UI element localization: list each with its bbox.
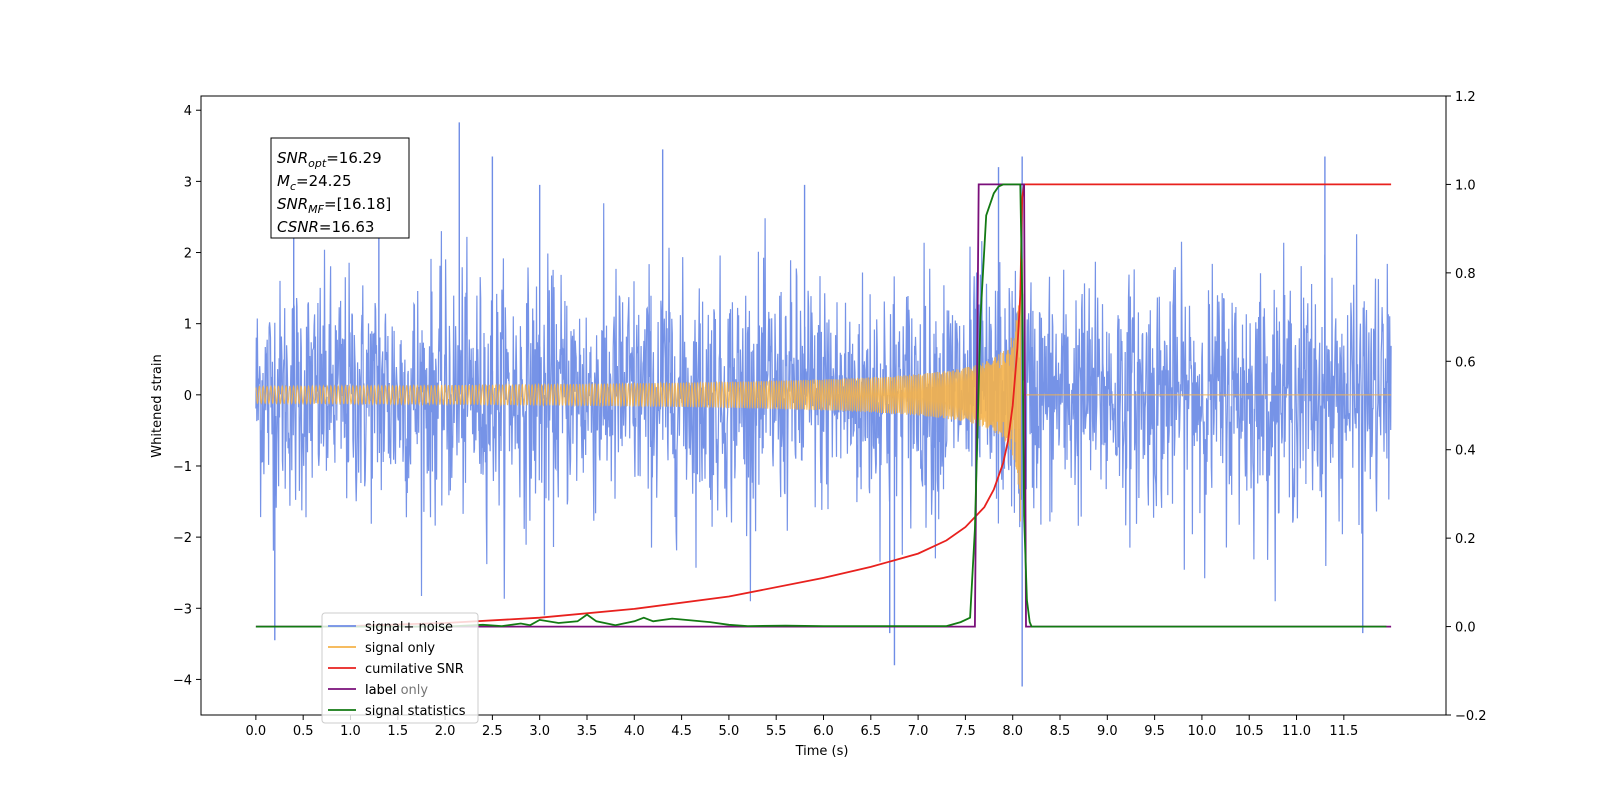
x-tick-label: 9.0 [1097, 724, 1118, 739]
legend-label: cumilative SNR [365, 662, 464, 677]
x-axis-label: Time (s) [795, 744, 849, 759]
x-tick-label: 11.0 [1282, 724, 1311, 739]
annotation-value: =[16.18] [324, 195, 391, 213]
x-tick-label: 10.5 [1235, 724, 1264, 739]
y-tick-label: −4 [173, 673, 192, 688]
y-tick-label: −1 [173, 460, 192, 475]
x-tick-label: 5.0 [719, 724, 740, 739]
y-axis-right: 1.2 1.0 0.8 0.6 0.4 0.2 0.0 −0.2 [1446, 90, 1487, 724]
x-tick-label: 1.5 [387, 724, 408, 739]
annotation-line: SNRMF=[16.18] [277, 195, 391, 216]
annotation-frame [270, 137, 410, 239]
annotation-value: =16.29 [326, 149, 382, 167]
x-tick-label: 4.0 [624, 724, 645, 739]
annotation-symbol: SNR [277, 149, 308, 167]
annotation-value: =16.63 [319, 218, 375, 236]
x-tick-label: 6.5 [860, 724, 881, 739]
x-tick-label: 1.0 [340, 724, 361, 739]
annotation-subscript: opt [308, 157, 327, 170]
annotation-symbol: M [277, 172, 290, 190]
x-tick-label: 3.5 [577, 724, 598, 739]
legend-frame [321, 612, 479, 724]
y-right-tick-label: 0.0 [1455, 621, 1476, 636]
x-tick-label: 6.0 [813, 724, 834, 739]
y-axis-left: 4 3 2 1 0 −1 −2 −3 −4 [173, 104, 201, 688]
x-tick-label: 8.5 [1050, 724, 1071, 739]
x-tick-label: 2.5 [482, 724, 503, 739]
legend-label: signal only [365, 641, 435, 656]
legend-label: signal statistics [365, 704, 466, 719]
annotation-line: CSNR=16.63 [277, 218, 374, 236]
y-right-tick-label: 0.8 [1455, 267, 1476, 282]
x-axis: 0.0 0.5 1.0 1.5 2.0 2.5 3.0 3.5 4.0 4.5 5.0 5.5 6.0 6… [246, 715, 1358, 739]
x-tick-label: 10.0 [1187, 724, 1216, 739]
annotation-line: SNRopt=16.29 [277, 149, 382, 170]
y-tick-label: 2 [184, 247, 192, 262]
x-tick-label: 11.5 [1329, 724, 1358, 739]
x-tick-label: 2.0 [435, 724, 456, 739]
x-tick-label: 0.0 [246, 724, 267, 739]
x-tick-label: 7.0 [908, 724, 929, 739]
annotation-subscript: c [290, 180, 296, 193]
y-right-tick-label: 1.0 [1455, 178, 1476, 193]
annotation-value: =24.25 [296, 172, 352, 190]
x-tick-label: 4.5 [671, 724, 692, 739]
y-tick-label: 4 [184, 104, 192, 119]
x-tick-label: 5.5 [766, 724, 787, 739]
x-tick-label: 9.5 [1144, 724, 1165, 739]
y-tick-label: 1 [184, 318, 192, 333]
x-tick-label: 3.0 [529, 724, 550, 739]
legend: signal+ noise signal only cumilative SNR la… [321, 612, 479, 724]
y-right-tick-label: 0.4 [1455, 444, 1476, 459]
x-tick-label: 8.0 [1002, 724, 1023, 739]
x-tick-label: 0.5 [293, 724, 314, 739]
y-right-tick-label: 0.6 [1455, 355, 1476, 370]
y-right-tick-label: 0.2 [1455, 532, 1476, 547]
annotation-line: Mc=24.25 [277, 172, 352, 193]
y-right-tick-label: 1.2 [1455, 90, 1476, 105]
annotation-symbol: SNR [277, 195, 308, 213]
series-signal-statistics-line [255, 183, 1387, 628]
annotation-box: SNRopt=16.29Mc=24.25SNRMF=[16.18]CSNR=16… [270, 137, 410, 239]
legend-label-ghost: label only [365, 683, 428, 698]
y-tick-label: 0 [184, 389, 192, 404]
y-right-tick-label: −0.2 [1455, 709, 1487, 724]
annotation-subscript: MF [308, 203, 324, 216]
y-tick-label: 3 [184, 175, 192, 190]
x-tick-label: 7.5 [955, 724, 976, 739]
legend-label: label [365, 683, 396, 698]
y-axis-label: Whitened strain [150, 354, 165, 457]
annotation-symbol: CSNR [277, 218, 319, 236]
legend-label: signal+ noise [365, 620, 453, 635]
y-tick-label: −3 [173, 602, 192, 617]
series-layer [255, 122, 1392, 687]
y-tick-label: −2 [173, 531, 192, 546]
series-signal-only-line [255, 205, 1392, 522]
